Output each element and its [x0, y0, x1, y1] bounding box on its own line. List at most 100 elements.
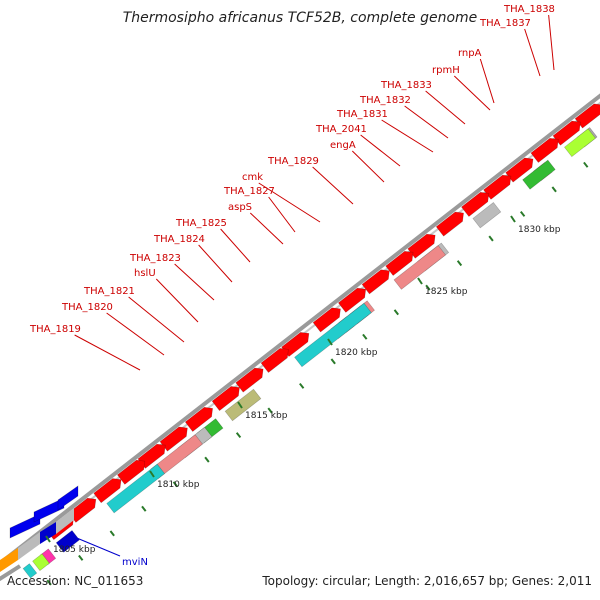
- gene-label: THA_2041: [315, 124, 367, 135]
- cds-plus-arrow: [530, 137, 559, 163]
- gene-label: engA: [330, 140, 356, 151]
- gene-label: THA_1824: [153, 234, 205, 245]
- gene-leader-line: [360, 134, 401, 167]
- track-tick: [78, 554, 84, 561]
- gene-label: cmk: [242, 172, 263, 183]
- gene-leader-line: [312, 166, 354, 205]
- gene-label: THA_1837: [479, 18, 531, 29]
- cds-plus-arrow: [574, 103, 600, 129]
- gene-label: aspS: [228, 202, 252, 213]
- cds-plus-arrow: [159, 426, 188, 452]
- gene-box: [472, 202, 502, 229]
- gene-box: [106, 463, 166, 514]
- cds-plus-arrow: [337, 287, 367, 313]
- gene-leader-line: [268, 196, 296, 233]
- gene-leader-line: [479, 58, 495, 104]
- scale-label: 1815 kbp: [245, 411, 288, 421]
- cds-plus-arrow: [435, 211, 464, 237]
- scale-tick: [417, 277, 423, 285]
- cds-plus-arrow: [552, 120, 581, 146]
- track-tick: [109, 530, 115, 537]
- gene-box: [522, 159, 556, 190]
- cds-plus-arrow: [505, 157, 534, 183]
- gene-leader-line: [106, 312, 165, 356]
- scale-tick: [237, 401, 243, 409]
- gene-box: [22, 563, 38, 579]
- cds-plus-arrow: [361, 269, 390, 295]
- cds-plus-arrow: [260, 348, 289, 373]
- gene-leader-line: [548, 14, 555, 71]
- track-tick: [204, 456, 210, 463]
- track-tick: [330, 358, 336, 365]
- gene-label: hslU: [134, 268, 156, 279]
- cds-minus-arrow: [57, 485, 79, 511]
- cds-plus-arrow: [312, 307, 341, 333]
- gene-label: rpmH: [432, 65, 460, 76]
- gene-box: [40, 522, 56, 544]
- track-tick: [393, 309, 399, 316]
- scale-label: 1805 kbp: [53, 545, 96, 555]
- scale-tick: [327, 338, 333, 346]
- backbone-line: [0, 564, 22, 582]
- track-tick: [172, 481, 179, 488]
- genome-summary: Topology: circular; Length: 2,016,657 bp…: [262, 574, 592, 588]
- track-tick: [551, 186, 557, 193]
- track-tick: [46, 579, 52, 586]
- cds-plus-arrow: [117, 459, 146, 485]
- gene-box: [32, 553, 50, 572]
- track-tick: [299, 382, 305, 389]
- scale-tick: [510, 215, 516, 223]
- gene-label: THA_1831: [336, 109, 388, 120]
- gene-label: THA_1838: [503, 4, 555, 15]
- gene-label: THA_1825: [175, 218, 227, 229]
- scale-tick: [45, 535, 51, 543]
- track-tick: [583, 161, 589, 168]
- gene-label: THA_1833: [380, 80, 432, 91]
- track-tick: [519, 210, 526, 217]
- cds-minus-arrow: [33, 497, 65, 523]
- gene-leader-line: [198, 244, 233, 283]
- gene-box: [294, 302, 372, 368]
- gene-label: THA_1827: [223, 186, 275, 197]
- gene-leader-line: [425, 90, 466, 125]
- gene-label: THA_1820: [61, 302, 113, 313]
- gene-box: [56, 508, 74, 534]
- gene-leader-line: [351, 150, 385, 183]
- cds-plus-arrow: [483, 174, 512, 200]
- scale-label: 1820 kbp: [335, 348, 378, 358]
- gene-label: THA_1829: [267, 156, 319, 167]
- gene-box: [0, 548, 18, 572]
- cds-plus-arrow: [184, 406, 213, 432]
- cds-plus-arrow: [407, 233, 436, 259]
- gene-leader-line: [174, 263, 215, 301]
- track-tick: [235, 432, 242, 439]
- gene-leader-line: [258, 182, 321, 223]
- gene-leader-line: [404, 105, 449, 139]
- track-tick: [141, 505, 147, 512]
- gene-box: [564, 128, 596, 158]
- gene-label: mviN: [122, 557, 148, 568]
- track-tick: [488, 235, 494, 242]
- scale-label: 1830 kbp: [518, 225, 561, 235]
- gene-leader-line: [74, 334, 141, 371]
- cds-plus-arrow: [235, 367, 264, 393]
- gene-leader-line: [128, 296, 185, 343]
- cds-plus-arrow: [461, 191, 490, 217]
- gene-leader-line: [381, 119, 434, 153]
- gene-leader-line: [249, 212, 284, 245]
- gene-leader-line: [220, 228, 251, 263]
- gene-leader-line: [155, 278, 199, 323]
- track-tick: [267, 407, 273, 414]
- cds-plus-arrow: [385, 250, 414, 276]
- backbone-line: [0, 93, 600, 566]
- gene-leader-line: [71, 535, 121, 557]
- gene-box: [18, 532, 40, 560]
- scale-tick: [149, 470, 155, 478]
- track-tick: [362, 333, 368, 340]
- cds-minus-arrow: [9, 513, 41, 539]
- accession-label: Accession: NC_011653: [7, 574, 144, 588]
- cds-plus-arrow: [211, 386, 240, 412]
- track-tick: [425, 284, 431, 291]
